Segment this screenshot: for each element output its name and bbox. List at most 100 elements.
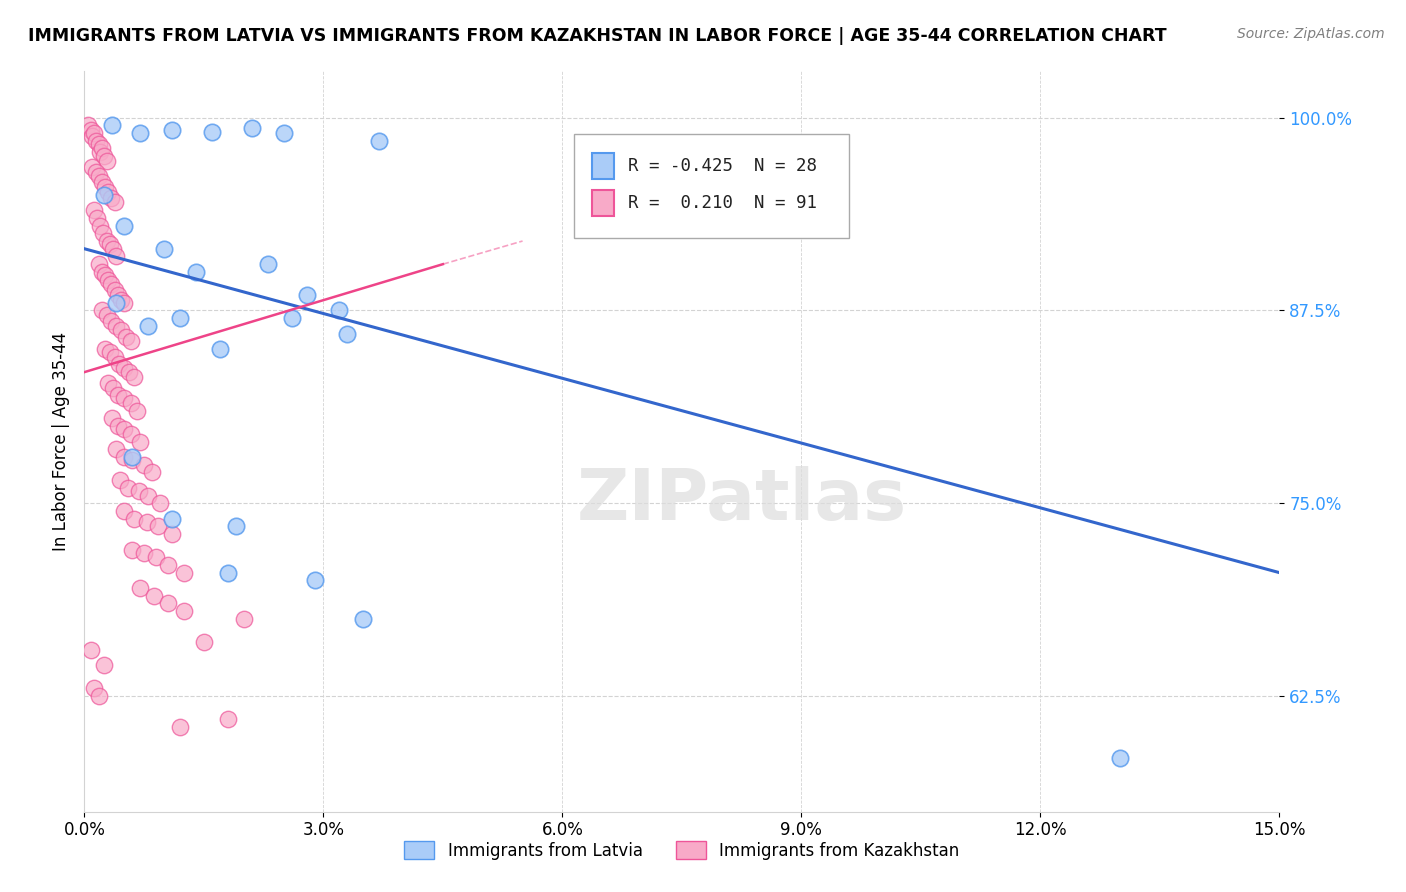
Point xyxy=(208,342,231,356)
Point xyxy=(107,388,129,402)
Point xyxy=(84,164,107,178)
Point xyxy=(83,681,105,696)
Point xyxy=(90,141,112,155)
Point xyxy=(101,242,124,256)
Point xyxy=(121,450,143,464)
Point xyxy=(1109,750,1132,764)
Point xyxy=(101,380,124,394)
Point xyxy=(101,119,124,133)
Point xyxy=(160,511,183,525)
Point xyxy=(120,426,142,441)
Point xyxy=(93,187,115,202)
Point xyxy=(328,303,350,318)
Point xyxy=(149,496,172,510)
Point xyxy=(87,257,110,271)
Point xyxy=(83,203,105,218)
Point xyxy=(104,350,127,364)
Point xyxy=(100,277,122,292)
Point xyxy=(297,288,319,302)
Point xyxy=(97,185,120,199)
Point xyxy=(107,288,129,302)
Point xyxy=(122,369,145,384)
Point xyxy=(129,581,152,595)
Point xyxy=(93,658,115,673)
Point xyxy=(201,124,224,138)
Text: IMMIGRANTS FROM LATVIA VS IMMIGRANTS FROM KAZAKHSTAN IN LABOR FORCE | AGE 35-44 : IMMIGRANTS FROM LATVIA VS IMMIGRANTS FRO… xyxy=(28,27,1167,45)
Point xyxy=(173,604,195,618)
Point xyxy=(280,311,302,326)
Point xyxy=(169,311,191,326)
FancyBboxPatch shape xyxy=(592,190,614,216)
Point xyxy=(352,612,374,626)
Point xyxy=(129,434,152,449)
Point xyxy=(125,403,148,417)
Point xyxy=(100,314,122,328)
Point xyxy=(80,123,103,137)
Point xyxy=(94,342,117,356)
Point xyxy=(160,527,183,541)
Point xyxy=(121,542,143,557)
Point xyxy=(90,303,112,318)
Point xyxy=(217,712,239,726)
Point xyxy=(94,268,117,282)
Point xyxy=(121,453,143,467)
Point xyxy=(110,293,132,307)
Point xyxy=(112,219,135,233)
Point xyxy=(112,422,135,436)
Point xyxy=(104,195,127,210)
Point xyxy=(96,234,118,248)
Point xyxy=(82,160,104,174)
Point xyxy=(90,265,112,279)
Point xyxy=(77,119,100,133)
Point xyxy=(101,411,124,425)
Point xyxy=(128,483,150,498)
Point xyxy=(141,466,163,480)
Point xyxy=(87,169,110,184)
Point xyxy=(112,360,135,375)
Point xyxy=(87,136,110,151)
Point xyxy=(83,126,105,140)
Point xyxy=(117,481,139,495)
Legend: Immigrants from Latvia, Immigrants from Kazakhstan: Immigrants from Latvia, Immigrants from … xyxy=(398,835,966,866)
Text: R =  0.210  N = 91: R = 0.210 N = 91 xyxy=(628,194,817,212)
Point xyxy=(112,450,135,464)
Point xyxy=(112,504,135,518)
Point xyxy=(193,635,215,649)
Point xyxy=(112,392,135,406)
Point xyxy=(145,550,167,565)
Point xyxy=(153,242,176,256)
Point xyxy=(110,473,132,487)
Point xyxy=(100,191,122,205)
Point xyxy=(304,574,326,588)
Point xyxy=(157,558,180,572)
Point xyxy=(173,566,195,580)
Point xyxy=(120,334,142,349)
Point xyxy=(217,566,239,580)
Point xyxy=(93,227,115,241)
Point xyxy=(98,237,121,252)
Y-axis label: In Labor Force | Age 35-44: In Labor Force | Age 35-44 xyxy=(52,332,70,551)
Point xyxy=(96,153,118,168)
Point xyxy=(120,396,142,410)
Point xyxy=(112,295,135,310)
Text: ZIPatlas: ZIPatlas xyxy=(576,467,907,535)
Point xyxy=(132,458,156,472)
Point xyxy=(136,318,159,333)
Point xyxy=(97,376,120,390)
Point xyxy=(136,489,159,503)
Point xyxy=(146,519,169,533)
Text: R = -0.425  N = 28: R = -0.425 N = 28 xyxy=(628,157,817,175)
Point xyxy=(273,126,295,140)
Text: Source: ZipAtlas.com: Source: ZipAtlas.com xyxy=(1237,27,1385,41)
Point xyxy=(97,272,120,286)
Point xyxy=(122,511,145,525)
Point xyxy=(89,145,111,159)
Point xyxy=(86,134,108,148)
Point xyxy=(368,134,391,148)
Point xyxy=(89,219,111,233)
FancyBboxPatch shape xyxy=(592,153,614,179)
Point xyxy=(96,308,118,322)
Point xyxy=(105,442,128,457)
Point xyxy=(129,126,152,140)
Point xyxy=(114,329,136,343)
